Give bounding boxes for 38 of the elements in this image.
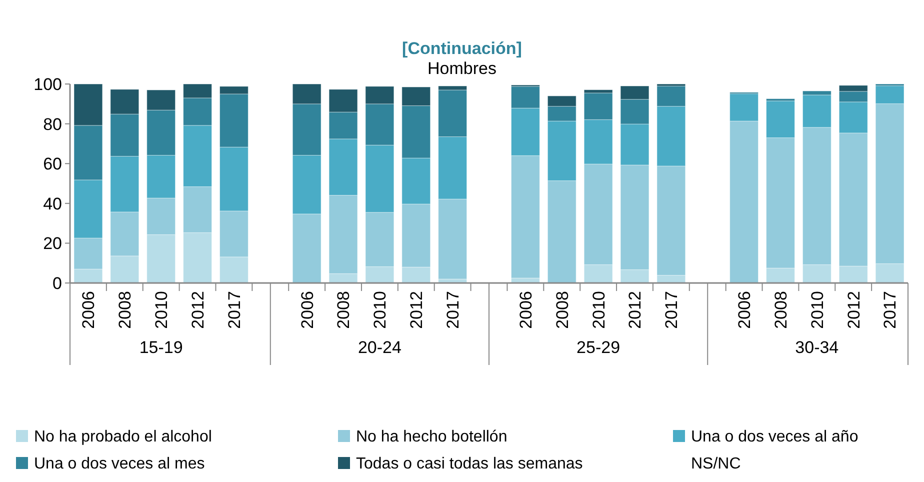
legend-label: No ha hecho botellón xyxy=(356,428,508,446)
x-tick-label: 2012 xyxy=(188,291,208,329)
x-tick-label: 2010 xyxy=(152,291,172,329)
x-tick-label: 2010 xyxy=(370,291,390,329)
y-tick-label: 40 xyxy=(43,194,62,214)
x-tick-label: 2006 xyxy=(298,291,317,329)
x-tick-label: 2006 xyxy=(516,291,536,329)
legend-label: No ha probado el alcohol xyxy=(34,428,212,446)
x-tick-label: 2012 xyxy=(407,291,426,329)
legend-label: Una o dos veces al año xyxy=(691,428,858,446)
x-tick-label: 2008 xyxy=(771,291,790,329)
y-tick-label: 60 xyxy=(43,154,62,174)
text: 20-24 xyxy=(358,338,402,357)
x-tick-label: 2008 xyxy=(334,291,354,329)
x-tick-label: 2008 xyxy=(552,291,572,329)
x-tick-label: 2017 xyxy=(662,291,682,329)
x-tick-label: 2012 xyxy=(844,291,864,329)
x-tick-label: 2010 xyxy=(589,291,608,329)
x-tick-label: 2008 xyxy=(116,291,135,329)
x-tick-label: 2006 xyxy=(734,291,754,329)
text: 30-34 xyxy=(795,338,839,357)
x-tick-label: 2017 xyxy=(224,291,244,329)
y-tick-label: 100 xyxy=(34,74,62,94)
x-tick-label: 2017 xyxy=(444,291,463,329)
x-tick-label: 2012 xyxy=(626,291,645,329)
text: 25-29 xyxy=(576,338,620,357)
y-tick-label: 20 xyxy=(43,234,62,254)
x-tick-label: 2017 xyxy=(880,291,900,329)
y-tick-label: 80 xyxy=(43,114,62,134)
x-tick-label: 2006 xyxy=(79,291,98,329)
text: 15-19 xyxy=(139,338,183,357)
chart-subtitle: Hombres xyxy=(428,59,496,78)
text: NS/NC xyxy=(691,456,741,473)
x-tick-label: 2010 xyxy=(808,291,827,329)
y-tick-label: 0 xyxy=(52,274,62,293)
legend-label: Todas o casi todas las semanas xyxy=(356,456,583,473)
chart-title: [Continuación] xyxy=(402,39,522,58)
legend-label: Una o dos veces al mes xyxy=(34,456,205,473)
